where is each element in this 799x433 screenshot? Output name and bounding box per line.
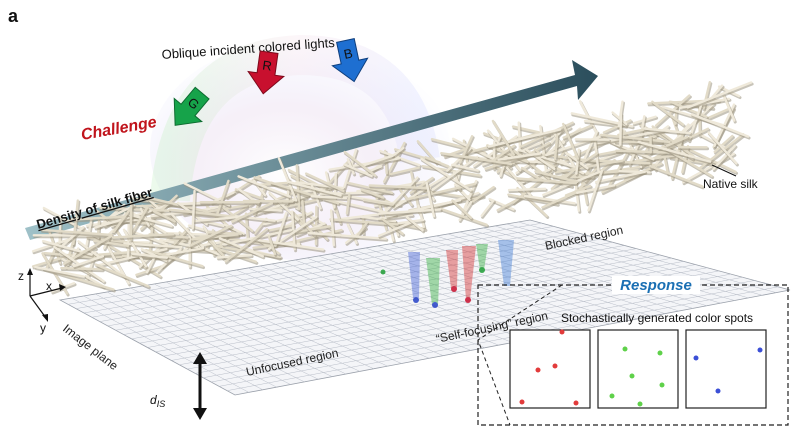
blue-spots — [693, 347, 763, 394]
distance-arrow — [193, 352, 207, 420]
axis-z-label: z — [18, 269, 24, 283]
distance-label: dIS — [150, 393, 165, 409]
silk-fiber-mesh — [31, 80, 754, 297]
red-spots — [519, 329, 579, 406]
blue-spot-panel — [685, 329, 767, 409]
axis-y-label: y — [40, 321, 46, 335]
density-arrow — [25, 60, 598, 240]
response-title: Response — [620, 277, 692, 294]
response-caption: Stochastically generated color spots — [561, 311, 753, 325]
green-light-arrow: G — [173, 86, 210, 126]
image-plane-grid — [58, 219, 791, 396]
response-callout: Response Stochastically generated color … — [477, 276, 789, 426]
blue-light-arrow: B — [331, 38, 369, 83]
light-halo-arc — [150, 34, 440, 202]
red-light-letter: R — [261, 58, 272, 74]
self-focusing-beams — [380, 240, 514, 308]
axis-x-label: x — [46, 279, 52, 293]
panel-label: a — [8, 6, 19, 26]
red-light-arrow: R — [247, 50, 286, 95]
native-silk-leader — [711, 164, 737, 177]
coordinate-axes — [27, 268, 66, 322]
native-silk-label: Native silk — [703, 177, 759, 191]
challenge-label: Challenge — [80, 114, 158, 144]
green-spots — [609, 346, 665, 407]
red-spot-panel — [509, 329, 591, 409]
blue-light-letter: B — [342, 45, 354, 61]
image-plane-label: Image plane — [60, 321, 121, 373]
